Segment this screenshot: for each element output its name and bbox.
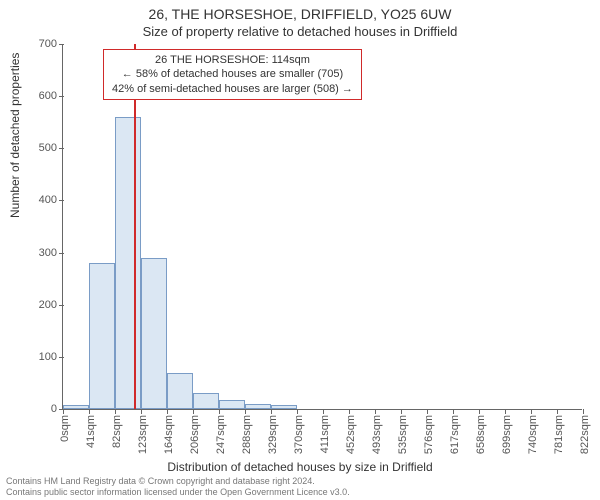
x-tick-label: 617sqm: [449, 415, 461, 454]
x-tick-mark: [271, 409, 272, 414]
footer-attribution: Contains HM Land Registry data © Crown c…: [6, 476, 350, 498]
histogram-bar: [219, 400, 245, 409]
histogram-bar: [115, 117, 141, 409]
x-tick-label: 288sqm: [241, 415, 253, 454]
chart-title-sub: Size of property relative to detached ho…: [0, 24, 600, 39]
x-tick-mark: [505, 409, 506, 414]
chart-container: 26, THE HORSESHOE, DRIFFIELD, YO25 6UW S…: [0, 0, 600, 500]
plot-area: 01002003004005006007000sqm41sqm82sqm123s…: [62, 45, 582, 410]
x-tick-mark: [583, 409, 584, 414]
x-tick-label: 329sqm: [267, 415, 279, 454]
y-axis-label: Number of detached properties: [8, 53, 22, 218]
x-tick-mark: [427, 409, 428, 414]
x-tick-mark: [245, 409, 246, 414]
x-tick-mark: [479, 409, 480, 414]
x-tick-label: 658sqm: [475, 415, 487, 454]
x-tick-mark: [401, 409, 402, 414]
histogram-bar: [89, 263, 115, 409]
x-tick-label: 411sqm: [319, 415, 331, 453]
histogram-bar: [271, 405, 297, 409]
x-tick-mark: [557, 409, 558, 414]
x-tick-label: 0sqm: [59, 415, 71, 442]
x-tick-mark: [167, 409, 168, 414]
histogram-bar: [167, 373, 194, 410]
y-tick-label: 300: [39, 247, 63, 259]
y-tick-label: 200: [39, 299, 63, 311]
y-tick-label: 100: [39, 351, 63, 363]
x-tick-mark: [219, 409, 220, 414]
x-tick-label: 370sqm: [293, 415, 305, 454]
x-tick-label: 41sqm: [85, 415, 97, 448]
x-tick-label: 164sqm: [163, 415, 175, 454]
y-tick-label: 700: [39, 38, 63, 50]
annotation-line: ← 58% of detached houses are smaller (70…: [112, 67, 353, 81]
x-tick-mark: [375, 409, 376, 414]
histogram-bar: [141, 258, 167, 409]
x-axis-label: Distribution of detached houses by size …: [0, 460, 600, 474]
y-tick-label: 500: [39, 142, 63, 154]
x-tick-mark: [193, 409, 194, 414]
annotation-line: 42% of semi-detached houses are larger (…: [112, 82, 353, 96]
histogram-bar: [245, 404, 271, 409]
x-tick-label: 206sqm: [189, 415, 201, 454]
x-tick-mark: [531, 409, 532, 414]
x-tick-label: 123sqm: [137, 415, 149, 454]
x-tick-mark: [323, 409, 324, 414]
x-tick-mark: [453, 409, 454, 414]
x-tick-label: 781sqm: [553, 415, 565, 454]
annotation-line: 26 THE HORSESHOE: 114sqm: [112, 53, 353, 67]
histogram-bar: [63, 405, 89, 409]
x-tick-label: 493sqm: [371, 415, 383, 454]
x-tick-label: 576sqm: [423, 415, 435, 454]
y-tick-label: 600: [39, 90, 63, 102]
x-tick-label: 740sqm: [527, 415, 539, 454]
x-tick-label: 822sqm: [579, 415, 591, 454]
x-tick-mark: [297, 409, 298, 414]
x-tick-label: 82sqm: [111, 415, 123, 448]
x-tick-mark: [63, 409, 64, 414]
x-tick-label: 247sqm: [215, 415, 227, 454]
annotation-box: 26 THE HORSESHOE: 114sqm← 58% of detache…: [103, 49, 362, 100]
x-tick-mark: [89, 409, 90, 414]
x-tick-mark: [141, 409, 142, 414]
x-tick-mark: [349, 409, 350, 414]
y-tick-label: 400: [39, 194, 63, 206]
x-tick-label: 535sqm: [397, 415, 409, 454]
chart-title-main: 26, THE HORSESHOE, DRIFFIELD, YO25 6UW: [0, 6, 600, 22]
x-tick-mark: [115, 409, 116, 414]
y-tick-label: 0: [51, 403, 63, 415]
footer-line-1: Contains HM Land Registry data © Crown c…: [6, 476, 350, 487]
footer-line-2: Contains public sector information licen…: [6, 487, 350, 498]
x-tick-label: 452sqm: [345, 415, 357, 454]
histogram-bar: [193, 393, 219, 409]
x-tick-label: 699sqm: [501, 415, 513, 454]
